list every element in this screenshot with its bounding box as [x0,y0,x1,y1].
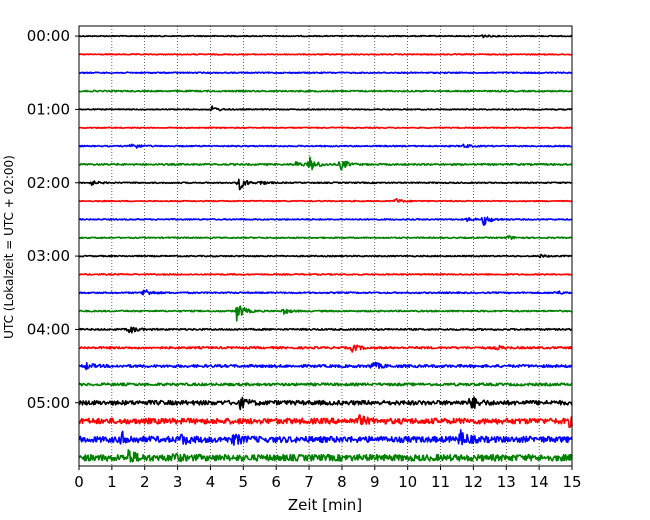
trace-0130 [78,143,573,149]
x-tick-label: 8 [337,473,347,491]
y-tick-label: 03:00 [27,247,70,265]
x-tick-label: 13 [497,473,516,491]
trace-group [78,34,573,463]
x-tick-label: 15 [562,473,581,491]
x-tick-label: 9 [370,473,380,491]
y-tick-label: 04:00 [27,320,70,338]
x-tick-label: 4 [206,473,216,491]
x-tick-label: 6 [271,473,281,491]
trace-0415 [78,344,573,353]
x-tick-label: 5 [239,473,249,491]
trace-0100 [78,105,573,112]
trace-0500 [78,396,573,411]
x-axis-label: Zeit [min] [288,496,362,514]
trace-0230 [78,216,573,227]
trace-0400 [78,326,573,334]
trace-0515 [78,414,573,429]
trace-0000 [78,34,573,39]
y-tick-label: 01:00 [27,100,70,118]
x-axis-ticks: 0 1 2 3 4 5 6 7 8 9 10 11 12 13 14 15 [74,466,582,491]
x-tick-label: 2 [140,473,150,491]
x-tick-label: 12 [464,473,483,491]
x-tick-label: 14 [530,473,549,491]
trace-0330 [78,289,573,296]
x-tick-label: 7 [304,473,314,491]
plot-frame [78,25,573,467]
trace-0530 [78,429,573,446]
trace-0245 [78,235,573,240]
y-tick-label: 05:00 [27,394,70,412]
trace-0215 [78,198,573,203]
trace-0145 [78,156,573,171]
x-tick-label: 0 [74,473,84,491]
y-axis-ticks: 00:00 01:00 02:00 03:00 04:00 05:00 [27,27,79,412]
y-axis-label: UTC (Lokalzeit = UTC + 02:00) [2,155,16,339]
y-tick-label: 02:00 [27,174,70,192]
trace-0200 [78,178,573,191]
y-tick-label: 00:00 [27,27,70,45]
trace-0045 [78,89,573,93]
trace-0315 [78,273,573,276]
trace-0345 [78,305,573,322]
x-tick-label: 10 [398,473,417,491]
trace-0015 [78,53,573,56]
x-tick-label: 3 [173,473,183,491]
trace-0300 [78,253,573,259]
trace-0030 [78,71,573,75]
x-tick-label: 11 [431,473,450,491]
trace-0445 [78,382,573,387]
x-tick-label: 1 [107,473,117,491]
trace-0430 [78,361,573,371]
trace-0115 [78,126,573,130]
trace-0545 [78,449,573,463]
